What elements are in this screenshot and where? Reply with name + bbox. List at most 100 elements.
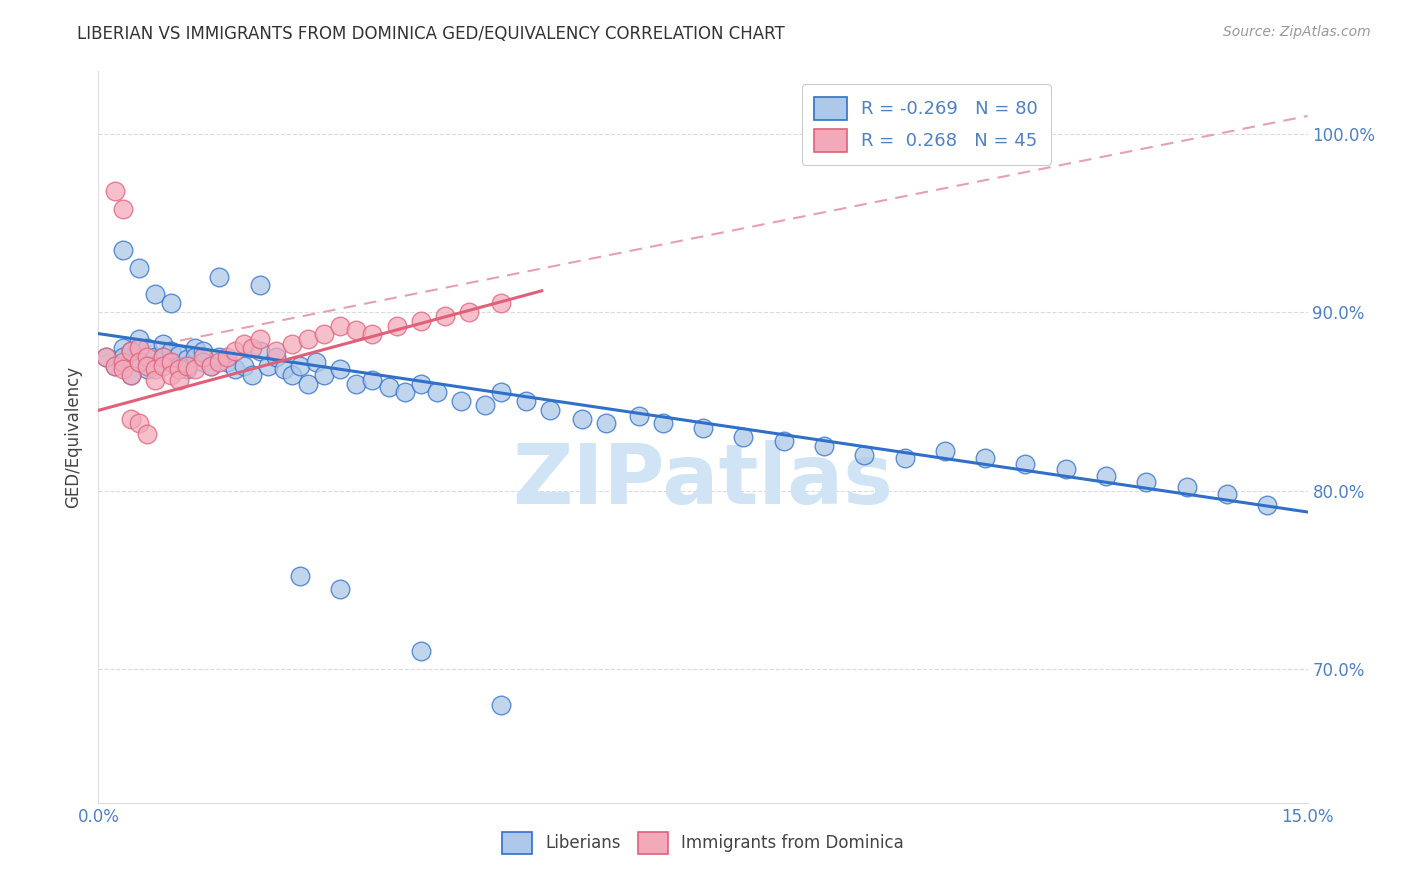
Point (1216, 487, 1239, 501)
Point (120, 412, 142, 426)
Point (135, 362, 157, 376)
Point (184, 362, 207, 376)
Point (111, 341, 134, 355)
Point (217, 355, 239, 369)
Point (128, 260, 150, 275)
Point (893, 451, 915, 466)
Point (167, 362, 190, 376)
Point (128, 341, 150, 355)
Point (152, 350, 174, 364)
Point (329, 319, 352, 334)
Point (103, 184, 125, 198)
Y-axis label: GED/Equivalency: GED/Equivalency (63, 366, 82, 508)
Point (256, 359, 278, 373)
Point (135, 350, 157, 364)
Point (571, 412, 593, 426)
Point (111, 350, 134, 364)
Point (409, 314, 432, 328)
Point (208, 350, 231, 364)
Point (103, 359, 125, 373)
Point (240, 341, 263, 355)
Point (120, 368, 142, 382)
Point (491, 296, 513, 310)
Point (361, 326, 384, 341)
Point (1256, 498, 1278, 512)
Point (160, 355, 183, 369)
Point (200, 359, 222, 373)
Point (733, 430, 755, 444)
Point (474, 398, 496, 412)
Point (385, 319, 408, 334)
Point (152, 359, 174, 373)
Point (1135, 475, 1157, 489)
Point (232, 359, 254, 373)
Point (934, 444, 956, 458)
Point (224, 362, 246, 376)
Point (515, 394, 537, 409)
Point (627, 409, 650, 423)
Point (813, 439, 835, 453)
Point (111, 355, 134, 369)
Point (143, 373, 166, 387)
Point (193, 355, 215, 369)
Point (160, 296, 183, 310)
Point (128, 355, 150, 369)
Point (288, 569, 311, 583)
Point (143, 350, 166, 364)
Point (143, 362, 166, 376)
Point (297, 376, 319, 391)
Point (305, 355, 328, 369)
Point (409, 376, 432, 391)
Point (152, 337, 174, 351)
Point (394, 385, 416, 400)
Point (281, 368, 304, 382)
Point (120, 344, 142, 359)
Point (160, 368, 183, 382)
Text: LIBERIAN VS IMMIGRANTS FROM DOMINICA GED/EQUIVALENCY CORRELATION CHART: LIBERIAN VS IMMIGRANTS FROM DOMINICA GED… (77, 25, 785, 43)
Point (361, 373, 384, 387)
Point (1175, 480, 1198, 494)
Point (208, 355, 231, 369)
Point (249, 344, 271, 359)
Point (160, 344, 183, 359)
Point (595, 416, 617, 430)
Point (458, 305, 481, 319)
Point (281, 337, 304, 351)
Point (297, 332, 319, 346)
Point (692, 421, 714, 435)
Point (143, 359, 166, 373)
Point (111, 362, 134, 376)
Point (128, 416, 150, 430)
Text: ZIPatlas: ZIPatlas (513, 441, 893, 522)
Point (264, 350, 287, 364)
Point (329, 362, 352, 376)
Point (128, 332, 150, 346)
Point (96, 350, 118, 364)
Point (377, 380, 399, 394)
Point (193, 350, 215, 364)
Point (176, 351, 198, 366)
Point (264, 344, 287, 359)
Point (224, 344, 246, 359)
Point (1014, 457, 1036, 471)
Point (120, 344, 142, 359)
Point (491, 698, 513, 712)
Point (426, 385, 449, 400)
Point (491, 385, 513, 400)
Point (249, 332, 271, 346)
Point (167, 373, 190, 387)
Point (249, 278, 271, 293)
Point (96, 350, 118, 364)
Point (434, 309, 457, 323)
Point (143, 287, 166, 301)
Point (176, 362, 198, 376)
Point (314, 368, 336, 382)
Point (409, 644, 432, 658)
Point (208, 269, 231, 284)
Point (152, 350, 174, 364)
Point (217, 350, 239, 364)
Point (288, 359, 311, 373)
Point (232, 337, 254, 351)
Point (314, 326, 336, 341)
Point (103, 359, 125, 373)
